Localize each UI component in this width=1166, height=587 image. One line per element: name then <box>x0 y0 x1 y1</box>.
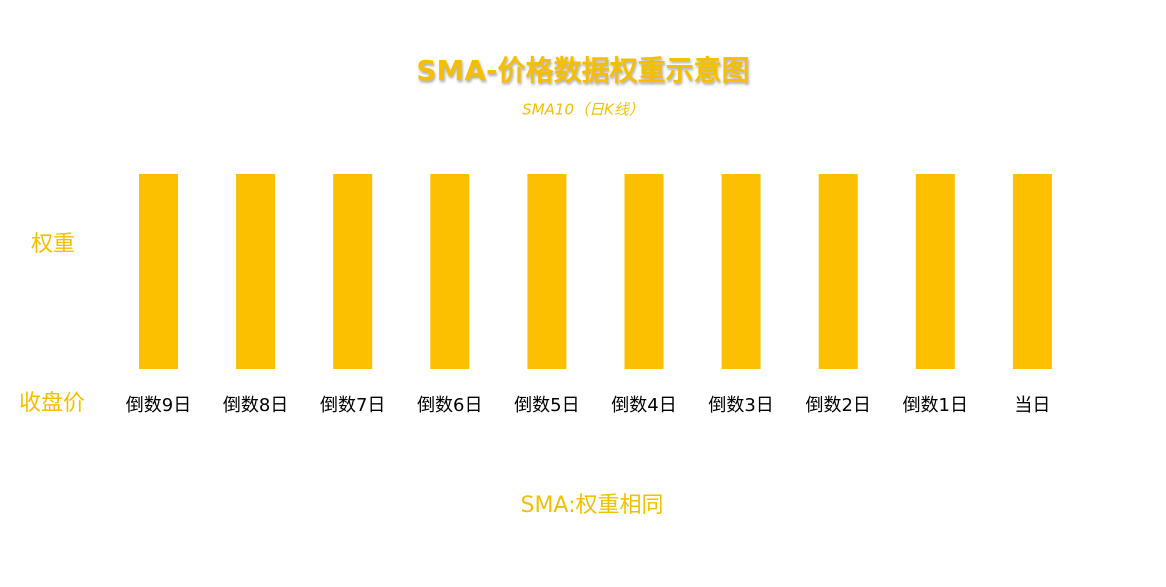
category-label: 倒数4日 <box>611 395 676 416</box>
category-label: 倒数2日 <box>805 395 870 416</box>
y-label: 权重 <box>31 232 75 257</box>
weight-bar <box>139 174 178 369</box>
x-label: 收盘价 <box>19 391 85 416</box>
category-label: 倒数1日 <box>903 395 968 416</box>
category-label: 当日 <box>1014 395 1050 416</box>
weight-bar <box>527 174 567 369</box>
subtitle: SMA10（日K线） <box>522 101 644 119</box>
weight-bar <box>915 174 955 369</box>
category-label: 倒数5日 <box>514 395 579 416</box>
title: SMA-价格数据权重示意图 <box>416 54 749 87</box>
weight-bar <box>624 174 664 369</box>
weight-bar <box>1012 174 1052 369</box>
weight-bar <box>721 174 761 369</box>
footer: SMA:权重相同 <box>520 493 663 518</box>
category-label: 倒数7日 <box>320 395 385 416</box>
weight-bar <box>818 174 858 369</box>
category-label: 倒数8日 <box>223 395 288 416</box>
category-label: 倒数9日 <box>126 395 191 416</box>
weight-bar <box>236 174 276 369</box>
category-label: 倒数6日 <box>417 395 482 416</box>
category-label: 倒数3日 <box>708 395 773 416</box>
weight-bar <box>333 174 373 369</box>
bars: 倒数9日 倒数8日 倒数7日 倒数6日 倒数5日 倒数4日 倒数3日 倒数2日 倒数1日 当日 <box>126 174 1052 416</box>
weight-bar <box>430 174 470 369</box>
